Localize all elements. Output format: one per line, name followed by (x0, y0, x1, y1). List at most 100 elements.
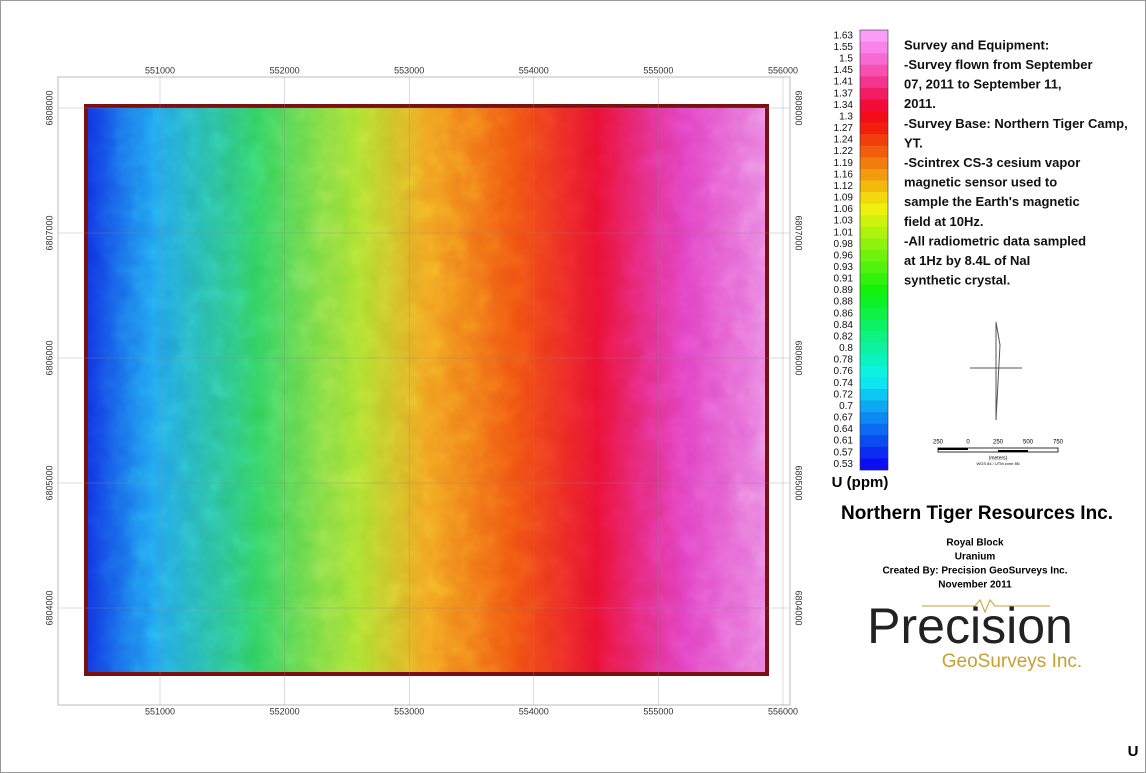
legend-swatch (860, 446, 888, 459)
y-tick-label: 6808000 (794, 90, 804, 125)
legend-label: 1.5 (839, 54, 853, 65)
legend-swatch (860, 238, 888, 251)
legend-label: 0.96 (834, 250, 854, 261)
note-line: at 1Hz by 8.4L of NaI (904, 253, 1030, 268)
legend-label: 0.89 (834, 285, 854, 296)
info-line: Created By: Precision GeoSurveys Inc. (882, 566, 1067, 577)
company-name: Northern Tiger Resources Inc. (841, 503, 1113, 524)
legend-swatch (860, 261, 888, 274)
legend-swatch (860, 30, 888, 42)
legend-label: 1.55 (834, 42, 854, 53)
legend-label: 0.91 (834, 274, 854, 285)
x-tick-label: 553000 (394, 706, 424, 716)
legend-label: 1.27 (834, 123, 854, 134)
legend-label: 0.72 (834, 389, 854, 400)
legend-label: 1.41 (834, 77, 854, 88)
scale-unit: (meters) (989, 455, 1008, 461)
scale-label: 250 (933, 440, 944, 446)
logo-line (922, 599, 1050, 614)
y-tick-label: 6805000 (44, 465, 54, 500)
legend-label: 1.03 (834, 216, 854, 227)
note-line: YT. (904, 135, 923, 150)
scale-label: 0 (966, 440, 970, 446)
legend-swatch (860, 168, 888, 181)
x-tick-label: 553000 (394, 65, 424, 75)
y-tick-label: 6804000 (44, 590, 54, 625)
x-tick-label: 555000 (643, 706, 673, 716)
y-tick-label: 6806000 (44, 340, 54, 375)
x-tick-label: 555000 (643, 65, 673, 75)
y-tick-label: 6807000 (44, 215, 54, 250)
note-line: -Survey Base: Northern Tiger Camp, (904, 116, 1128, 131)
logo-sub: GeoSurveys Inc. (942, 651, 1082, 672)
legend-swatch (860, 388, 888, 401)
legend-label: 1.16 (834, 169, 854, 180)
legend-swatch (860, 377, 888, 390)
legend-label: 0.86 (834, 308, 854, 319)
legend-swatch (860, 423, 888, 436)
legend-swatch (860, 319, 888, 332)
legend-label: 0.74 (834, 378, 854, 389)
legend-label: 1.34 (834, 100, 854, 111)
scale-label: 500 (1023, 440, 1034, 446)
info-line: November 2011 (938, 580, 1012, 591)
legend-swatch (860, 134, 888, 147)
y-tick-label: 6804000 (794, 590, 804, 625)
legend-swatch (860, 215, 888, 228)
note-line: sample the Earth's magnetic (904, 194, 1080, 209)
legend-label: 1.45 (834, 65, 854, 76)
y-tick-label: 6806000 (794, 340, 804, 375)
legend-swatch (860, 458, 888, 471)
y-tick-label: 6805000 (794, 465, 804, 500)
legend-swatch (860, 111, 888, 123)
legend-label: 1.19 (834, 158, 854, 169)
block-outline (84, 104, 769, 676)
legend-label: 0.88 (834, 297, 854, 308)
note-line: synthetic crystal. (904, 273, 1010, 288)
legend-swatch (860, 53, 888, 66)
legend-label: 0.64 (834, 424, 854, 435)
legend-swatch (860, 87, 888, 100)
legend-swatch (860, 157, 888, 170)
legend-label: 1.12 (834, 181, 854, 192)
info-line: Royal Block (946, 538, 1004, 549)
legend-swatch (860, 250, 888, 262)
x-tick-label: 556000 (768, 706, 798, 716)
legend-label: 0.53 (834, 459, 854, 470)
x-tick-label: 552000 (270, 65, 300, 75)
x-tick-label: 556000 (768, 65, 798, 75)
legend-swatch (860, 192, 888, 204)
note-line: 2011. (904, 96, 936, 111)
legend-label: 1.09 (834, 193, 854, 204)
legend-label: 1.24 (834, 135, 854, 146)
legend-border (859, 29, 889, 471)
legend-swatch (860, 122, 888, 135)
legend-label: 1.37 (834, 88, 854, 99)
legend-swatch (860, 435, 888, 448)
legend-label: 0.61 (834, 436, 854, 447)
legend-label: 1.3 (839, 111, 853, 122)
legend-swatch (860, 365, 888, 378)
legend-swatch (860, 180, 888, 193)
legend-swatch (860, 76, 888, 89)
scale-label: 750 (1053, 440, 1064, 446)
y-tick-label: 6807000 (794, 215, 804, 250)
legend-swatch (860, 273, 888, 286)
legend-label: 0.67 (834, 413, 854, 424)
x-tick-label: 554000 (519, 706, 549, 716)
legend-swatch (860, 145, 888, 158)
heatmap-texture (86, 106, 767, 674)
legend-label: 0.93 (834, 262, 854, 273)
legend-swatch (860, 412, 888, 424)
logo-name: Precision (867, 598, 1073, 654)
legend-swatch (860, 203, 888, 216)
note-line: magnetic sensor used to (904, 175, 1057, 190)
legend-swatch (860, 400, 888, 413)
scale-bar (937, 447, 1059, 453)
legend-label: 0.7 (839, 401, 853, 412)
legend-label: 0.84 (834, 320, 854, 331)
note-line: -All radiometric data sampled (904, 233, 1086, 248)
x-tick-label: 551000 (145, 706, 175, 716)
legend-swatch (860, 41, 888, 54)
